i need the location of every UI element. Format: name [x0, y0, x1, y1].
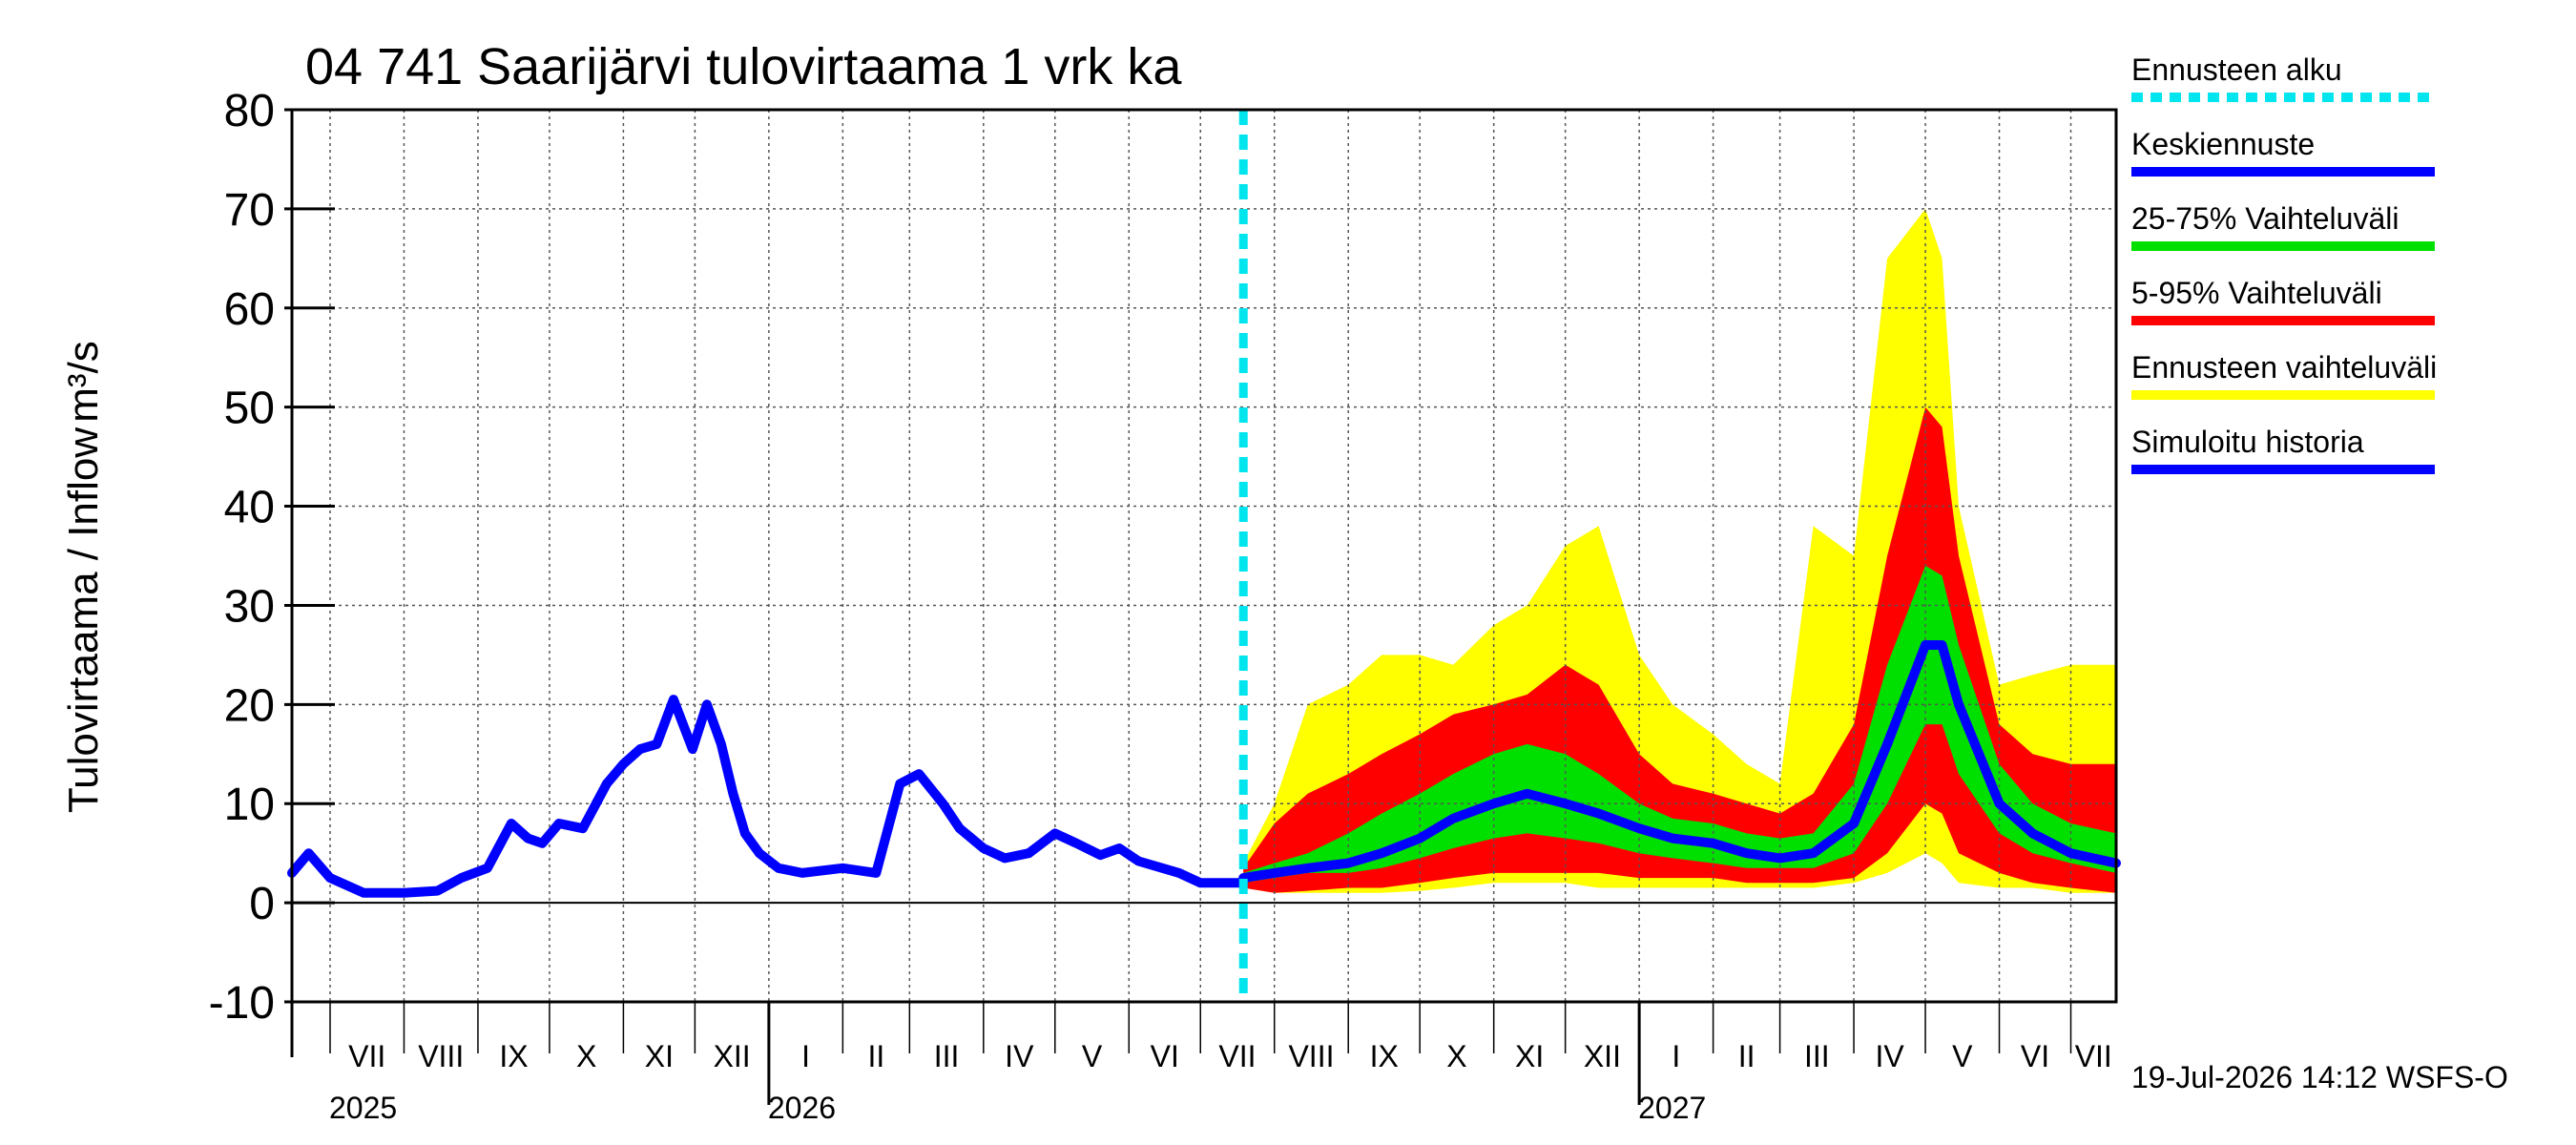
x-month-label: II	[1738, 1039, 1755, 1073]
legend-label: Keskiennuste	[2131, 127, 2315, 161]
y-tick-label: 10	[224, 780, 275, 830]
x-month-label: VII	[1218, 1039, 1256, 1073]
x-month-label: IV	[1005, 1039, 1034, 1073]
y-axis-label: Tulovirtaama / Inflow	[60, 427, 107, 814]
y-tick-label: 20	[224, 680, 275, 731]
x-month-label: VI	[2021, 1039, 2049, 1073]
x-month-label: V	[1082, 1039, 1103, 1073]
x-month-label: IX	[499, 1039, 528, 1073]
x-month-label: IX	[1370, 1039, 1399, 1073]
x-month-label: XI	[1515, 1039, 1544, 1073]
chart-title: 04 741 Saarijärvi tulovirtaama 1 vrk ka	[305, 38, 1182, 95]
x-month-label: VIII	[418, 1039, 464, 1073]
y-tick-label: 60	[224, 284, 275, 335]
x-month-label: IV	[1875, 1039, 1904, 1073]
x-month-label: VIII	[1288, 1039, 1334, 1073]
x-month-label: VII	[348, 1039, 385, 1073]
legend-label: Simuloitu historia	[2131, 425, 2364, 459]
x-month-label: I	[801, 1039, 810, 1073]
x-month-label: X	[576, 1039, 596, 1073]
x-year-label: 2025	[329, 1091, 397, 1125]
x-month-label: VII	[2075, 1039, 2112, 1073]
y-tick-label: 80	[224, 86, 275, 136]
x-month-label: III	[1804, 1039, 1830, 1073]
legend: Ennusteen alku Keskiennuste 25-75% Vaihtel…	[2131, 52, 2437, 474]
legend-label: Ennusteen vaihteluväli	[2131, 350, 2437, 385]
y-tick-label: 50	[224, 384, 275, 434]
legend-label: 25-75% Vaihteluväli	[2131, 201, 2399, 236]
plot-frame	[290, 108, 2118, 1004]
y-tick-label: -10	[209, 978, 275, 1029]
y-tick-label: 0	[249, 879, 275, 929]
x-month-label: II	[867, 1039, 884, 1073]
footer-timestamp: 19-Jul-2026 14:12 WSFS-O	[2131, 1060, 2508, 1094]
series-simuloitu-historia	[287, 695, 1249, 898]
x-month-label: V	[1952, 1039, 1973, 1073]
x-month-label: I	[1672, 1039, 1680, 1073]
y-tick-label: 70	[224, 185, 275, 236]
series-keskiennuste	[1238, 640, 2121, 884]
forecast-bands	[1243, 208, 2116, 893]
y-axis-unit: m³/s	[60, 341, 107, 423]
x-month-label: X	[1446, 1039, 1466, 1073]
x-month-label: XII	[1584, 1039, 1621, 1073]
legend-label: Ennusteen alku	[2131, 52, 2342, 87]
x-month-label: XII	[714, 1039, 751, 1073]
y-tick-label: 40	[224, 483, 275, 533]
x-month-label: VI	[1151, 1039, 1179, 1073]
y-tick-label: 30	[224, 581, 275, 632]
legend-label: 5-95% Vaihteluväli	[2131, 276, 2382, 310]
x-month-label: XI	[645, 1039, 674, 1073]
series	[287, 110, 2121, 1002]
x-month-label: III	[934, 1039, 960, 1073]
x-year-label: 2027	[1638, 1091, 1706, 1125]
x-year-label: 2026	[768, 1091, 836, 1125]
